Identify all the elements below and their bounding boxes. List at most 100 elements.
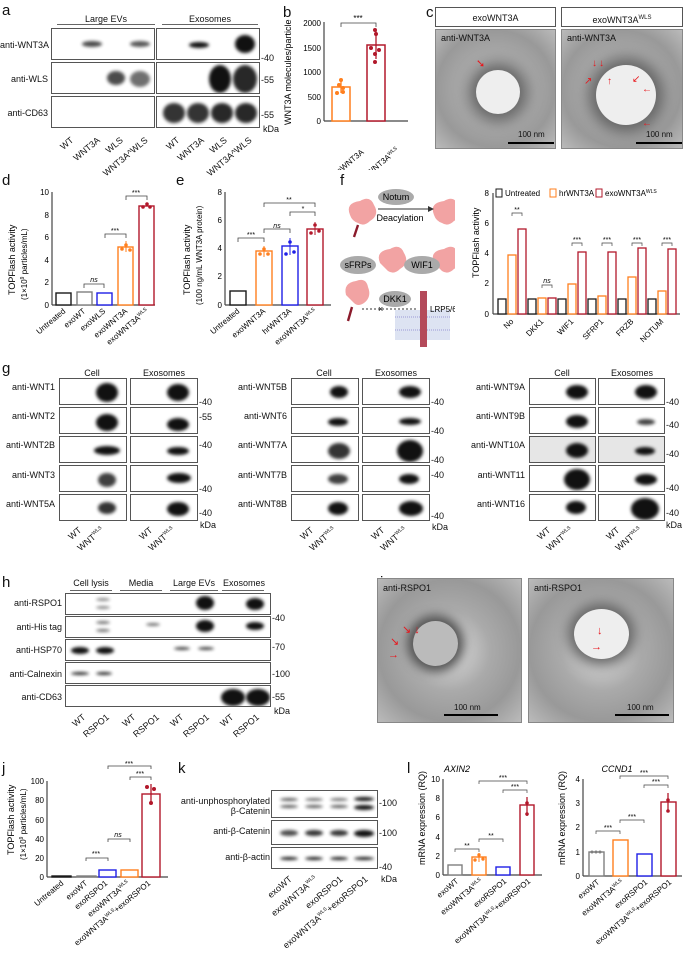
kda-unit: kDa <box>381 874 398 884</box>
svg-text:FRZB: FRZB <box>614 317 635 338</box>
svg-text:0: 0 <box>218 301 223 310</box>
lane-label: WT <box>164 135 182 152</box>
svg-text:3: 3 <box>576 799 581 808</box>
group-header: Exosomes <box>610 368 654 378</box>
lane-label: WNT3A <box>174 135 206 163</box>
svg-text:***: *** <box>663 237 671 244</box>
row-label: anti-WLS <box>10 74 48 84</box>
panel-label-g: g <box>2 360 11 377</box>
svg-text:TOPFlash activity: TOPFlash activity <box>6 784 16 855</box>
svg-text:10: 10 <box>431 775 440 784</box>
panel-l-ccnd1-chart: CCND1 mRNA expression (RQ) 4 3 2 1 0 *** ***… <box>557 764 682 947</box>
mw-marker: -40 <box>666 508 680 518</box>
mw-marker: -40 <box>199 440 213 450</box>
panel-j-bar-chart: TOPFlash activity (1×109 particles/mL) 1… <box>6 761 168 948</box>
gold-arrow-icon: ← <box>642 84 652 95</box>
svg-text:0: 0 <box>40 873 45 882</box>
em-title-wls: exoWNT3AWLS <box>561 7 683 27</box>
svg-text:8: 8 <box>45 211 50 220</box>
svg-text:***: *** <box>603 237 611 244</box>
svg-text:Deacylation: Deacylation <box>376 213 423 223</box>
panel-label-h: h <box>2 574 11 591</box>
mw-marker: -40 <box>666 420 680 430</box>
gold-arrow-icon: ➘ <box>476 58 486 70</box>
group-header: Large EVs <box>84 14 128 24</box>
group-header: Media <box>128 578 154 588</box>
svg-text:AXIN2: AXIN2 <box>443 764 470 774</box>
svg-text:***: *** <box>132 190 140 197</box>
group-header: Cell lysis <box>73 578 109 588</box>
row-label: anti-WNT3 <box>11 470 55 480</box>
svg-text:1500: 1500 <box>303 44 321 53</box>
svg-text:Untreated: Untreated <box>505 189 540 198</box>
svg-text:sFRPs: sFRPs <box>345 260 373 270</box>
svg-text:WIF1: WIF1 <box>411 260 433 270</box>
svg-text:0: 0 <box>45 301 50 310</box>
row-label: β-Catenin <box>230 806 270 816</box>
svg-text:No: No <box>502 317 516 331</box>
row-label: anti-RSPO1 <box>13 598 62 608</box>
mw-marker: -40 <box>261 53 275 63</box>
em-image-rspo1-2: anti-RSPO1 ↓ → 100 nm <box>528 578 674 723</box>
lane-label: WT <box>58 135 76 152</box>
panel-d-bar-chart: TOPFlash activity (1×109 particles/mL) 1… <box>7 188 155 347</box>
svg-text:8: 8 <box>218 188 223 197</box>
mw-marker: -40 <box>431 397 445 407</box>
lane-label: RSPO1 <box>81 712 112 740</box>
svg-text:WIF1: WIF1 <box>556 317 576 337</box>
svg-text:**: ** <box>464 843 470 850</box>
panel-f-bar-chart: TOPFlash activity 8 6 4 2 0 Untreated hrWNT3… <box>471 188 680 344</box>
svg-text:*: * <box>302 206 305 213</box>
gold-arrow-icon: ↙ <box>632 74 641 85</box>
mw-marker: -40 <box>431 511 445 521</box>
row-label: anti-WNT9B <box>475 411 525 421</box>
panel-b-bar-chart: WNT3A molecules/particle 2000 1500 1000 500… <box>283 14 408 170</box>
gold-arrow-icon: ↓ <box>597 625 603 637</box>
group-header: Cell <box>84 368 100 378</box>
blot-largeEV-wnt3a <box>51 28 155 60</box>
kda-unit: kDa <box>274 706 291 716</box>
svg-text:0: 0 <box>576 872 581 881</box>
svg-text:6: 6 <box>45 233 50 242</box>
row-label: anti-WNT5B <box>237 382 287 392</box>
y-axis-label: WNT3A molecules/particle <box>283 19 293 125</box>
svg-text:**: ** <box>286 197 292 204</box>
kda-unit: kDa <box>200 520 217 530</box>
row-label: anti-WNT10A <box>470 440 525 450</box>
panel-label-l: l <box>407 760 411 777</box>
mw-marker: -40 <box>199 397 213 407</box>
svg-text:(1×109 particles/mL): (1×109 particles/mL) <box>19 788 28 860</box>
row-label: anti-CD63 <box>7 108 48 118</box>
mw-marker: -40 <box>379 862 393 872</box>
svg-text:4: 4 <box>218 244 223 253</box>
lane-label: WNT3A <box>70 135 102 163</box>
panel-label-f: f <box>340 172 345 189</box>
row-label: anti-WNT3A <box>0 40 50 50</box>
mw-marker: -100 <box>272 669 291 679</box>
em-image-rspo1-1: anti-RSPO1 ↘ ↓ ↘ → 100 nm <box>377 578 522 723</box>
blot-exo-wnt3a <box>156 28 260 60</box>
group-header: Large EVs <box>172 578 216 588</box>
row-label: anti-WNT2B <box>5 440 55 450</box>
svg-text:***: *** <box>511 784 519 791</box>
svg-text:2: 2 <box>485 279 490 288</box>
svg-text:***: *** <box>247 232 255 239</box>
blot-largeEV-cd63 <box>51 96 155 128</box>
svg-text:×: × <box>378 304 383 314</box>
lane-label: WT <box>70 712 88 729</box>
gold-arrow-icon: ↗ <box>584 76 593 87</box>
mw-marker: -40 <box>199 508 213 518</box>
wnt-inhibition-diagram: Notum Deacylation sFRPs WIF1 DKK1 × LRP5… <box>340 189 455 347</box>
svg-text:TOPFlash activity: TOPFlash activity <box>471 207 481 278</box>
gold-arrow-icon: → <box>591 641 602 653</box>
panel-label-e: e <box>176 172 185 189</box>
svg-text:40: 40 <box>35 835 44 844</box>
group-header: Exosomes <box>142 368 186 378</box>
svg-text:2: 2 <box>45 278 50 287</box>
mw-marker: -55 <box>261 110 275 120</box>
em-image-exoWNT3A-WLS: anti-WNT3A ↓↓ ↗ ↑ ↙ ← ← 100 nm <box>561 29 683 149</box>
mw-marker: -40 <box>666 483 680 493</box>
svg-text:Notum: Notum <box>383 192 410 202</box>
svg-text:***: *** <box>125 761 133 768</box>
svg-text:500: 500 <box>308 93 322 102</box>
